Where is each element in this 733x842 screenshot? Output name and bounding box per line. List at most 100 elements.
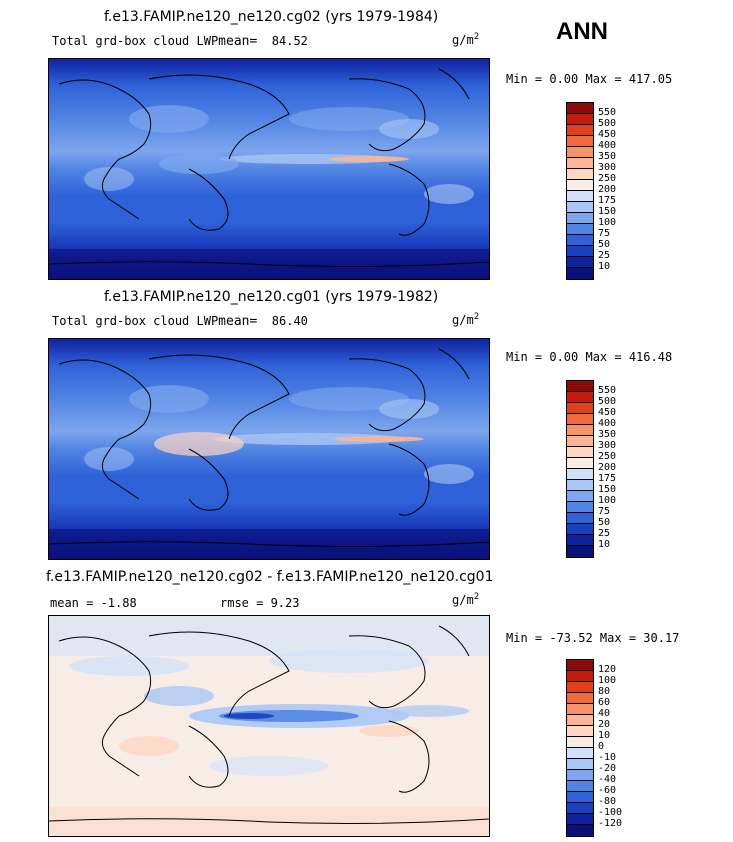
legend-color-box — [567, 169, 593, 180]
legend-tick-label: 100 — [598, 495, 617, 506]
legend-color-box — [567, 546, 593, 557]
legend-tick-label: 80 — [598, 686, 611, 697]
legend-color-box — [567, 748, 593, 759]
legend-color-box — [567, 235, 593, 246]
panel3-mean: mean = -1.88 — [50, 596, 137, 610]
legend-tick-label: -100 — [598, 807, 623, 818]
legend-color-box — [567, 257, 593, 268]
legend-color-box — [567, 268, 593, 279]
legend-tick-label: 175 — [598, 195, 617, 206]
panel2-mean-value: 86.40 — [271, 314, 308, 328]
panel3-legend: 120 100 80 60 40 20 10 0 -10 -20 -40 -60 -80 -100 -120 — [566, 659, 646, 837]
legend-color-box — [567, 103, 593, 114]
legend-color-box — [567, 671, 593, 682]
legend-tick-label: 450 — [598, 129, 617, 140]
panel3-title: f.e13.FAMIP.ne120_ne120.cg02 - f.e13.FAM… — [46, 569, 494, 585]
legend-color-box — [567, 224, 593, 235]
panel1-minmax: Min = 0.00 Max = 417.05 — [506, 72, 673, 86]
legend-tick-label: -80 — [598, 796, 617, 807]
panel1-legend: 550 500 450 400 350 300 250 200 175 150 100 75 50 25 1… — [566, 102, 646, 280]
legend-color-box — [567, 803, 593, 814]
panel1-units: g/m2 — [452, 32, 480, 47]
legend-color-box — [567, 491, 593, 502]
legend-tick-label: 550 — [598, 107, 617, 118]
legend-color-box — [567, 403, 593, 414]
legend-color-box — [567, 158, 593, 169]
legend-tick-label: 100 — [598, 217, 617, 228]
legend-color-box — [567, 469, 593, 480]
legend-color-box — [567, 682, 593, 693]
legend-color-box — [567, 660, 593, 671]
legend-color-box — [567, 726, 593, 737]
legend-tick-label: 150 — [598, 484, 617, 495]
panel1-map-svg — [49, 59, 489, 279]
panel3-map — [48, 615, 490, 837]
legend-color-box — [567, 202, 593, 213]
legend-color-box — [567, 180, 593, 191]
panel1-mean-label: mean= — [218, 34, 258, 49]
legend-tick-label: 550 — [598, 385, 617, 396]
panel2-legend-colorbar — [566, 380, 594, 558]
legend-tick-label: -10 — [598, 752, 617, 763]
legend-tick-label: 175 — [598, 473, 617, 484]
legend-tick-label: 150 — [598, 206, 617, 217]
legend-color-box — [567, 737, 593, 748]
legend-color-box — [567, 414, 593, 425]
panel1-map — [48, 58, 490, 280]
legend-tick-label: -60 — [598, 785, 617, 796]
panel2-units: g/m2 — [452, 312, 480, 327]
legend-tick-label: 10 — [598, 261, 611, 272]
legend-tick-label: 50 — [598, 239, 611, 250]
legend-color-box — [567, 458, 593, 469]
legend-color-box — [567, 246, 593, 257]
legend-color-box — [567, 447, 593, 458]
legend-tick-label: 350 — [598, 429, 617, 440]
panel1-variable: Total grd-box cloud LWP — [52, 34, 219, 48]
legend-color-box — [567, 392, 593, 403]
legend-color-box — [567, 759, 593, 770]
legend-color-box — [567, 125, 593, 136]
legend-color-box — [567, 480, 593, 491]
panel2-title: f.e13.FAMIP.ne120_ne120.cg01 (yrs 1979-1… — [104, 289, 439, 305]
legend-tick-label: 400 — [598, 418, 617, 429]
legend-tick-label: 350 — [598, 151, 617, 162]
season-label: ANN — [556, 18, 608, 45]
legend-tick-label: 100 — [598, 675, 617, 686]
legend-tick-label: 200 — [598, 462, 617, 473]
legend-color-box — [567, 825, 593, 836]
legend-tick-label: -40 — [598, 774, 617, 785]
legend-color-box — [567, 436, 593, 447]
panel2-minmax: Min = 0.00 Max = 416.48 — [506, 350, 673, 364]
legend-tick-label: 500 — [598, 396, 617, 407]
legend-tick-label: 0 — [598, 741, 605, 752]
legend-color-box — [567, 781, 593, 792]
legend-color-box — [567, 704, 593, 715]
legend-tick-label: 250 — [598, 451, 617, 462]
legend-color-box — [567, 792, 593, 803]
legend-tick-label: 10 — [598, 539, 611, 550]
panel2-mean-label: mean= — [218, 314, 258, 329]
legend-color-box — [567, 136, 593, 147]
legend-color-box — [567, 524, 593, 535]
legend-tick-label: 60 — [598, 697, 611, 708]
panel2-map — [48, 338, 490, 560]
legend-tick-label: 25 — [598, 528, 611, 539]
legend-color-box — [567, 147, 593, 158]
panel1-subtitle: Total grd-box cloud LWPmean= 84.52 — [52, 34, 308, 49]
panel1-legend-colorbar — [566, 102, 594, 280]
panel3-rmse: rmse = 9.23 — [220, 596, 300, 610]
legend-tick-label: -120 — [598, 818, 623, 829]
legend-color-box — [567, 213, 593, 224]
panel2-subtitle: Total grd-box cloud LWPmean= 86.40 — [52, 314, 308, 329]
panel2-variable: Total grd-box cloud LWP — [52, 314, 219, 328]
legend-tick-label: 200 — [598, 184, 617, 195]
legend-tick-label: 300 — [598, 440, 617, 451]
panel3-minmax: Min = -73.52 Max = 30.17 — [506, 631, 680, 645]
panel2-legend: 550 500 450 400 350 300 250 200 175 150 100 75 50 25 1… — [566, 380, 646, 558]
legend-tick-label: 75 — [598, 506, 611, 517]
panel1-title: f.e13.FAMIP.ne120_ne120.cg02 (yrs 1979-1… — [104, 9, 439, 25]
legend-color-box — [567, 535, 593, 546]
legend-color-box — [567, 513, 593, 524]
legend-tick-label: 20 — [598, 719, 611, 730]
legend-color-box — [567, 425, 593, 436]
